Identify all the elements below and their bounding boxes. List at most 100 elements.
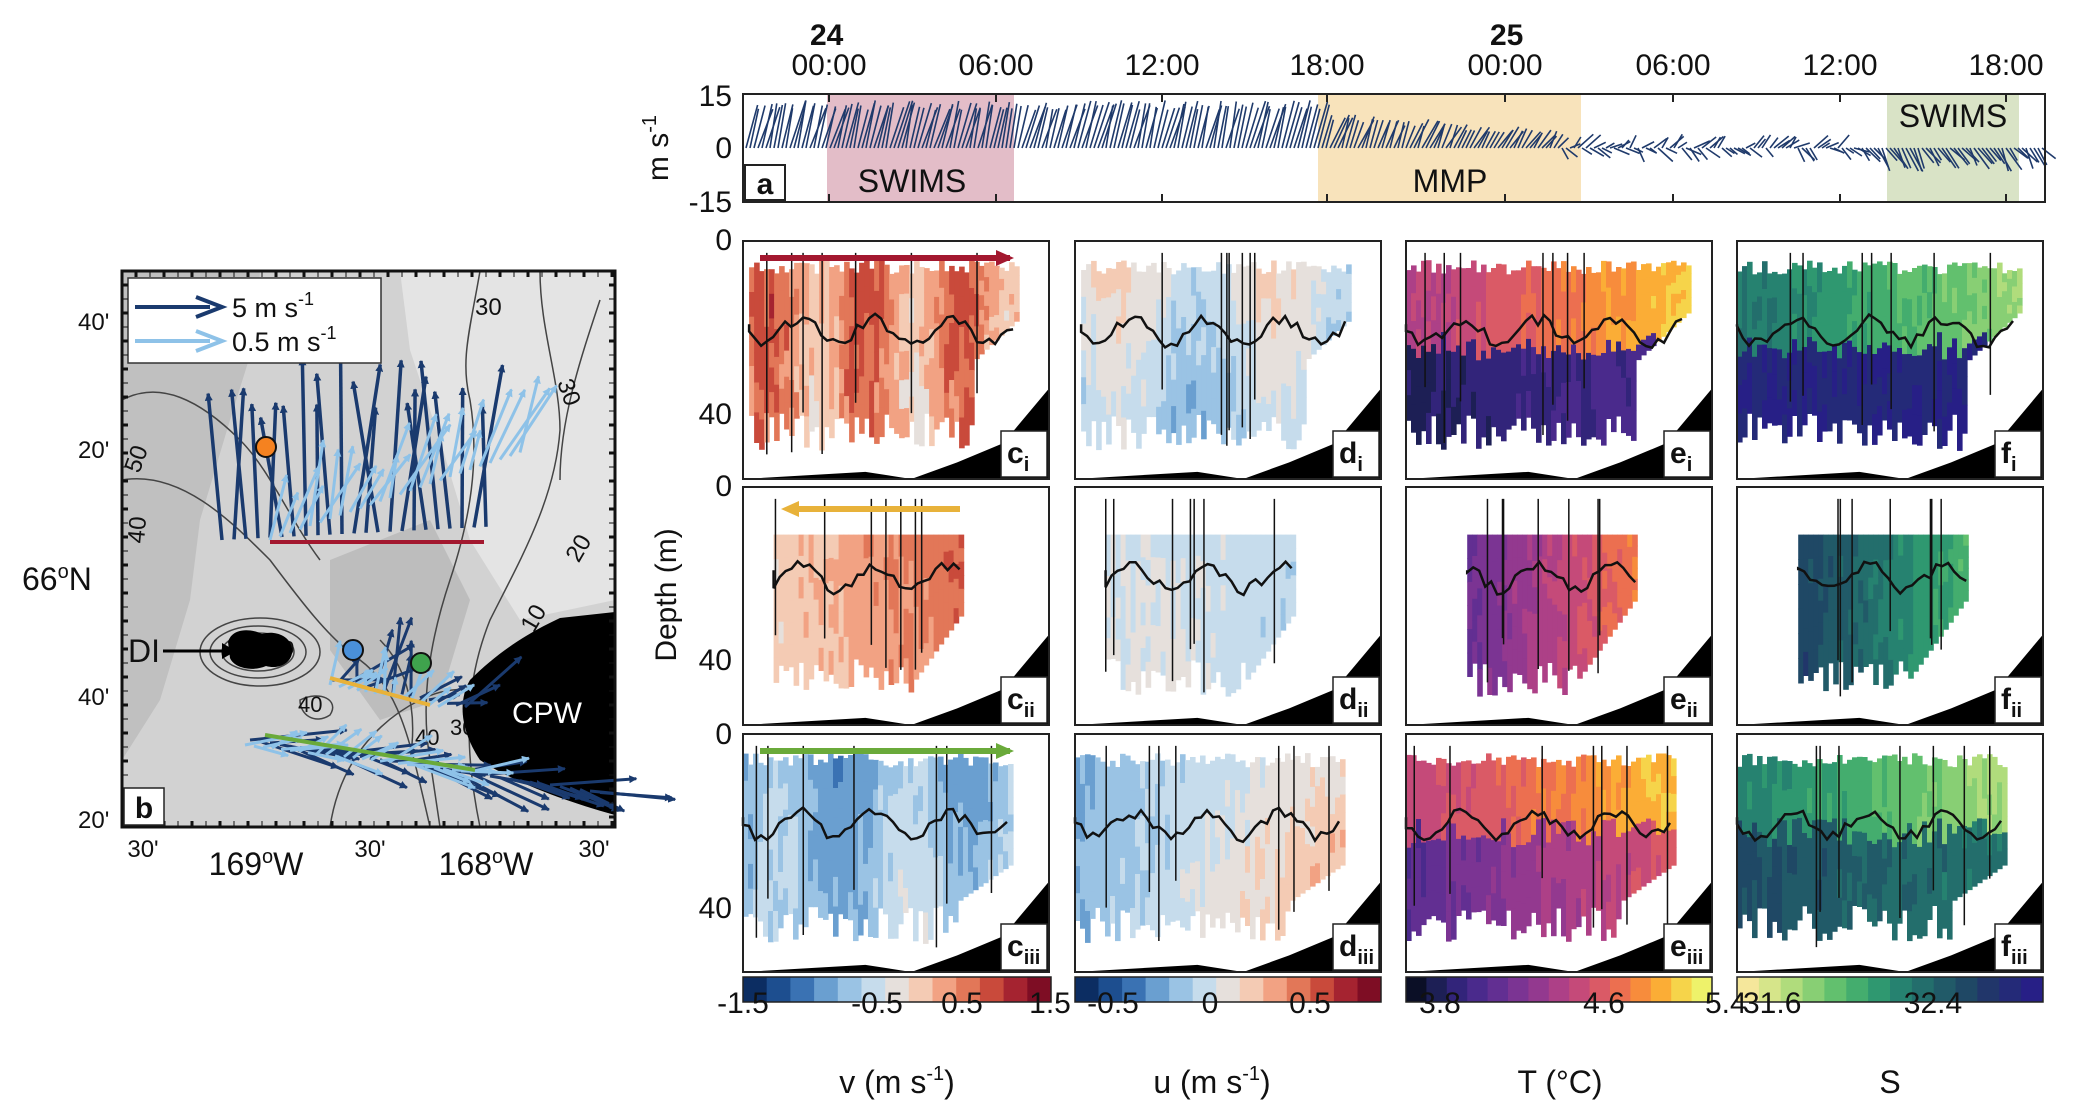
section-cell [939,368,945,396]
section-cell [1330,833,1336,854]
section-cell [1947,795,1953,825]
wind-vector [805,103,816,149]
section-cell [1295,756,1301,780]
section-cell [1586,845,1592,876]
wind-vector [1481,131,1491,149]
section-cell [1200,755,1206,787]
section-cell [1141,379,1147,407]
section-cell [1923,616,1929,638]
section-cell [1752,356,1758,385]
section-cell [1195,787,1201,813]
section-cell [809,319,815,349]
section-cell [998,854,1004,873]
wind-vector [1461,129,1472,149]
colorbar-swatch [1426,977,1448,1002]
wind-vector [949,100,960,149]
time-label: 00:00 [791,49,866,82]
section-cell [1230,782,1236,811]
section-cell [1551,877,1557,908]
section-cell [1882,394,1888,421]
section-cell [818,786,824,813]
section-cell [888,909,894,939]
section-cell [873,653,880,678]
section-cell [1576,841,1582,871]
section-cell [1426,290,1432,322]
colorbar-swatch [1528,977,1550,1002]
section-cell [768,880,774,912]
section-cell [1160,581,1167,606]
section-cell [1512,626,1518,651]
section-cell [868,906,874,937]
vector-light [370,741,400,762]
colorbar-swatch [1169,977,1194,1002]
section-cell [944,319,950,345]
section-cell [888,609,895,636]
section-cell [1421,374,1427,403]
colorbar-swatch [1286,977,1311,1002]
section-cell [794,262,800,290]
section-cell [1136,271,1142,302]
section-cell [1245,819,1251,847]
section-cell [794,288,800,316]
section-cell [874,321,880,353]
section-cell [1847,759,1853,789]
section-cell [949,351,955,381]
section-cell [1406,878,1412,911]
section-cell [778,534,785,557]
section-cell [1511,908,1517,940]
section-cell [1436,323,1442,355]
section-cell [1952,877,1958,901]
section-cell [1897,348,1903,374]
section-panel-e-iii: eiii [1404,733,1713,973]
section-cell [1211,296,1217,323]
section-cell [1757,806,1763,833]
section-cell [1481,350,1487,380]
seafloor [743,717,912,725]
section-cell [1852,831,1858,857]
section-cell [1671,793,1677,813]
section-cell [868,759,874,790]
vector-dark [599,791,673,802]
section-cell [1004,310,1010,322]
section-cell [1086,385,1092,416]
section-cell [1802,398,1808,426]
section-cell [1225,806,1231,834]
section-cell [1933,606,1939,626]
section-cell [1517,604,1523,629]
section-cell [1170,638,1177,666]
section-cell [904,265,910,295]
section-cell [1191,408,1197,438]
section-cell [1431,344,1437,369]
section-cell [1867,840,1873,869]
section-cell [1606,261,1612,289]
section-cell [1631,827,1637,850]
section-cell [1547,641,1553,663]
section-cell [1747,312,1753,339]
section-cell [869,296,875,326]
section-cell [1320,797,1326,819]
section-cell [958,561,965,576]
section-cell [1551,261,1557,292]
section-cell [1927,318,1933,345]
wind-vector [1457,129,1468,149]
section-cell [1813,603,1819,628]
section-cell [1231,383,1237,412]
section-cell [1943,534,1949,551]
section-cell [1426,260,1432,292]
wind-vector [1493,131,1505,149]
section-cell [1803,534,1809,559]
section-cell [1476,837,1482,863]
section-cell [1531,401,1537,429]
vector-light [328,448,342,520]
section-cell [1626,809,1632,832]
section-cell [1101,347,1107,373]
section-cell [1315,844,1321,864]
section-cell [798,577,805,599]
section-cell [1531,320,1537,348]
section-cell [883,864,889,890]
section-cell [943,764,949,794]
section-cell [1828,598,1834,621]
section-cell [1140,815,1146,844]
section-cell [1617,607,1623,623]
section-cell [993,781,999,801]
